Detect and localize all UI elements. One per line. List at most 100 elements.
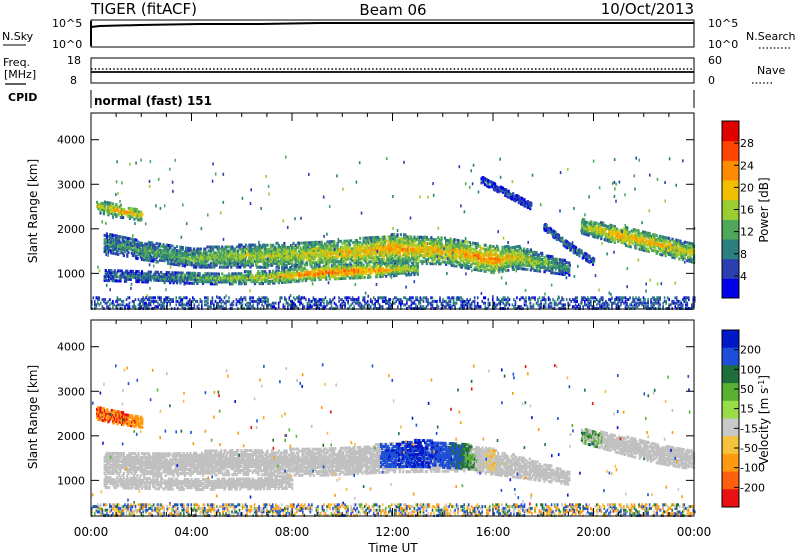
heatmap-cell bbox=[227, 245, 231, 249]
heatmap-cell bbox=[231, 257, 234, 261]
heatmap-cell bbox=[104, 244, 107, 248]
heatmap-cell bbox=[299, 245, 302, 249]
heatmap-cell bbox=[214, 280, 217, 284]
heatmap-cell bbox=[404, 243, 407, 247]
heatmap-cell bbox=[140, 270, 144, 274]
heatmap-cell bbox=[222, 255, 225, 259]
heatmap-cell bbox=[192, 263, 196, 267]
heatmap-cell bbox=[235, 245, 238, 249]
heatmap-cell bbox=[501, 259, 504, 263]
heatmap-cell bbox=[352, 264, 355, 268]
heatmap-cell bbox=[501, 267, 504, 271]
heatmap-cell bbox=[501, 253, 504, 257]
heatmap-cell bbox=[277, 243, 280, 247]
heatmap-cell bbox=[568, 263, 571, 267]
heatmap-cell bbox=[498, 254, 501, 258]
heatmap-cell bbox=[172, 252, 175, 256]
heatmap-cell bbox=[526, 254, 529, 257]
heatmap-cell bbox=[143, 272, 146, 276]
heatmap-cell bbox=[168, 248, 171, 251]
heatmap-cell bbox=[490, 262, 493, 266]
heatmap-cell bbox=[412, 241, 415, 245]
heatmap-cell bbox=[187, 275, 190, 279]
heatmap-cell bbox=[313, 278, 317, 282]
heatmap-cell bbox=[338, 277, 341, 281]
heatmap-cell bbox=[405, 239, 408, 243]
heatmap-cell bbox=[237, 261, 240, 265]
heatmap-cell bbox=[227, 274, 231, 278]
heatmap-cell bbox=[145, 246, 148, 250]
heatmap-cell bbox=[542, 260, 545, 264]
heatmap-cell bbox=[504, 245, 508, 249]
heatmap-cell bbox=[312, 249, 315, 253]
heatmap-cell bbox=[247, 263, 250, 267]
heatmap-cell bbox=[445, 262, 448, 266]
heatmap-cell bbox=[289, 258, 292, 261]
heatmap-cell bbox=[246, 278, 249, 282]
heatmap-cell bbox=[327, 250, 330, 254]
heatmap-cell bbox=[382, 257, 385, 261]
heatmap-cell bbox=[526, 200, 529, 203]
heatmap-cell bbox=[337, 273, 340, 277]
heatmap-cell bbox=[368, 256, 371, 260]
heatmap-cell bbox=[165, 245, 168, 249]
heatmap-cell bbox=[374, 260, 378, 263]
heatmap-cell bbox=[318, 264, 321, 268]
heatmap-cell bbox=[512, 192, 515, 196]
heatmap-cell bbox=[257, 272, 260, 276]
heatmap-cell bbox=[161, 253, 164, 256]
heatmap-cell bbox=[131, 269, 134, 273]
heatmap-cell bbox=[346, 272, 349, 276]
heatmap-cell bbox=[345, 266, 348, 270]
heatmap-cell bbox=[114, 244, 118, 248]
heatmap-cell bbox=[542, 262, 545, 266]
heatmap-cell bbox=[120, 249, 123, 253]
heatmap-cell bbox=[536, 259, 539, 263]
heatmap-cell bbox=[376, 244, 379, 247]
heatmap-cell bbox=[253, 278, 257, 282]
heatmap-cell bbox=[157, 242, 160, 246]
heatmap-cell bbox=[441, 252, 444, 256]
heatmap-cell bbox=[422, 245, 425, 249]
heatmap-cell bbox=[235, 274, 238, 278]
heatmap-cell bbox=[272, 247, 275, 251]
heatmap-cell bbox=[265, 276, 268, 280]
heatmap-cell bbox=[430, 252, 433, 256]
heatmap-cell bbox=[206, 265, 209, 269]
heatmap-cell bbox=[430, 236, 433, 240]
heatmap-cell bbox=[327, 262, 330, 266]
heatmap-cell bbox=[533, 254, 536, 258]
heatmap-cell bbox=[408, 259, 411, 263]
heatmap-cell bbox=[343, 241, 346, 245]
heatmap-cell bbox=[268, 253, 271, 257]
heatmap-cell bbox=[469, 257, 473, 261]
heatmap-cell bbox=[434, 254, 437, 258]
heatmap-cell bbox=[407, 255, 410, 259]
heatmap-cell bbox=[350, 255, 353, 259]
heatmap-cell bbox=[368, 246, 371, 250]
heatmap-cell bbox=[140, 241, 144, 245]
heatmap-cell bbox=[144, 254, 147, 258]
heatmap-cell bbox=[319, 271, 322, 275]
heatmap-cell bbox=[119, 279, 122, 283]
heatmap-cell bbox=[127, 239, 130, 242]
nave-right-tick-top: 60 bbox=[708, 54, 722, 67]
heatmap-cell bbox=[342, 255, 345, 259]
heatmap-cell bbox=[157, 276, 160, 280]
heatmap-cell bbox=[301, 251, 304, 255]
heatmap-cell bbox=[518, 256, 521, 260]
heatmap-cell bbox=[537, 257, 540, 261]
heatmap-cell bbox=[424, 241, 427, 245]
heatmap-cell bbox=[434, 252, 437, 256]
heatmap-cell bbox=[235, 263, 238, 267]
heatmap-cell bbox=[201, 274, 205, 278]
heatmap-cell bbox=[139, 276, 142, 280]
heatmap-cell bbox=[396, 249, 399, 253]
heatmap-cell bbox=[449, 259, 452, 263]
heatmap-cell bbox=[466, 240, 469, 244]
heatmap-cell bbox=[501, 263, 504, 267]
heatmap-cell bbox=[451, 256, 454, 259]
heatmap-cell bbox=[309, 276, 312, 280]
heatmap-cell bbox=[104, 269, 107, 272]
heatmap-cell bbox=[205, 274, 208, 278]
